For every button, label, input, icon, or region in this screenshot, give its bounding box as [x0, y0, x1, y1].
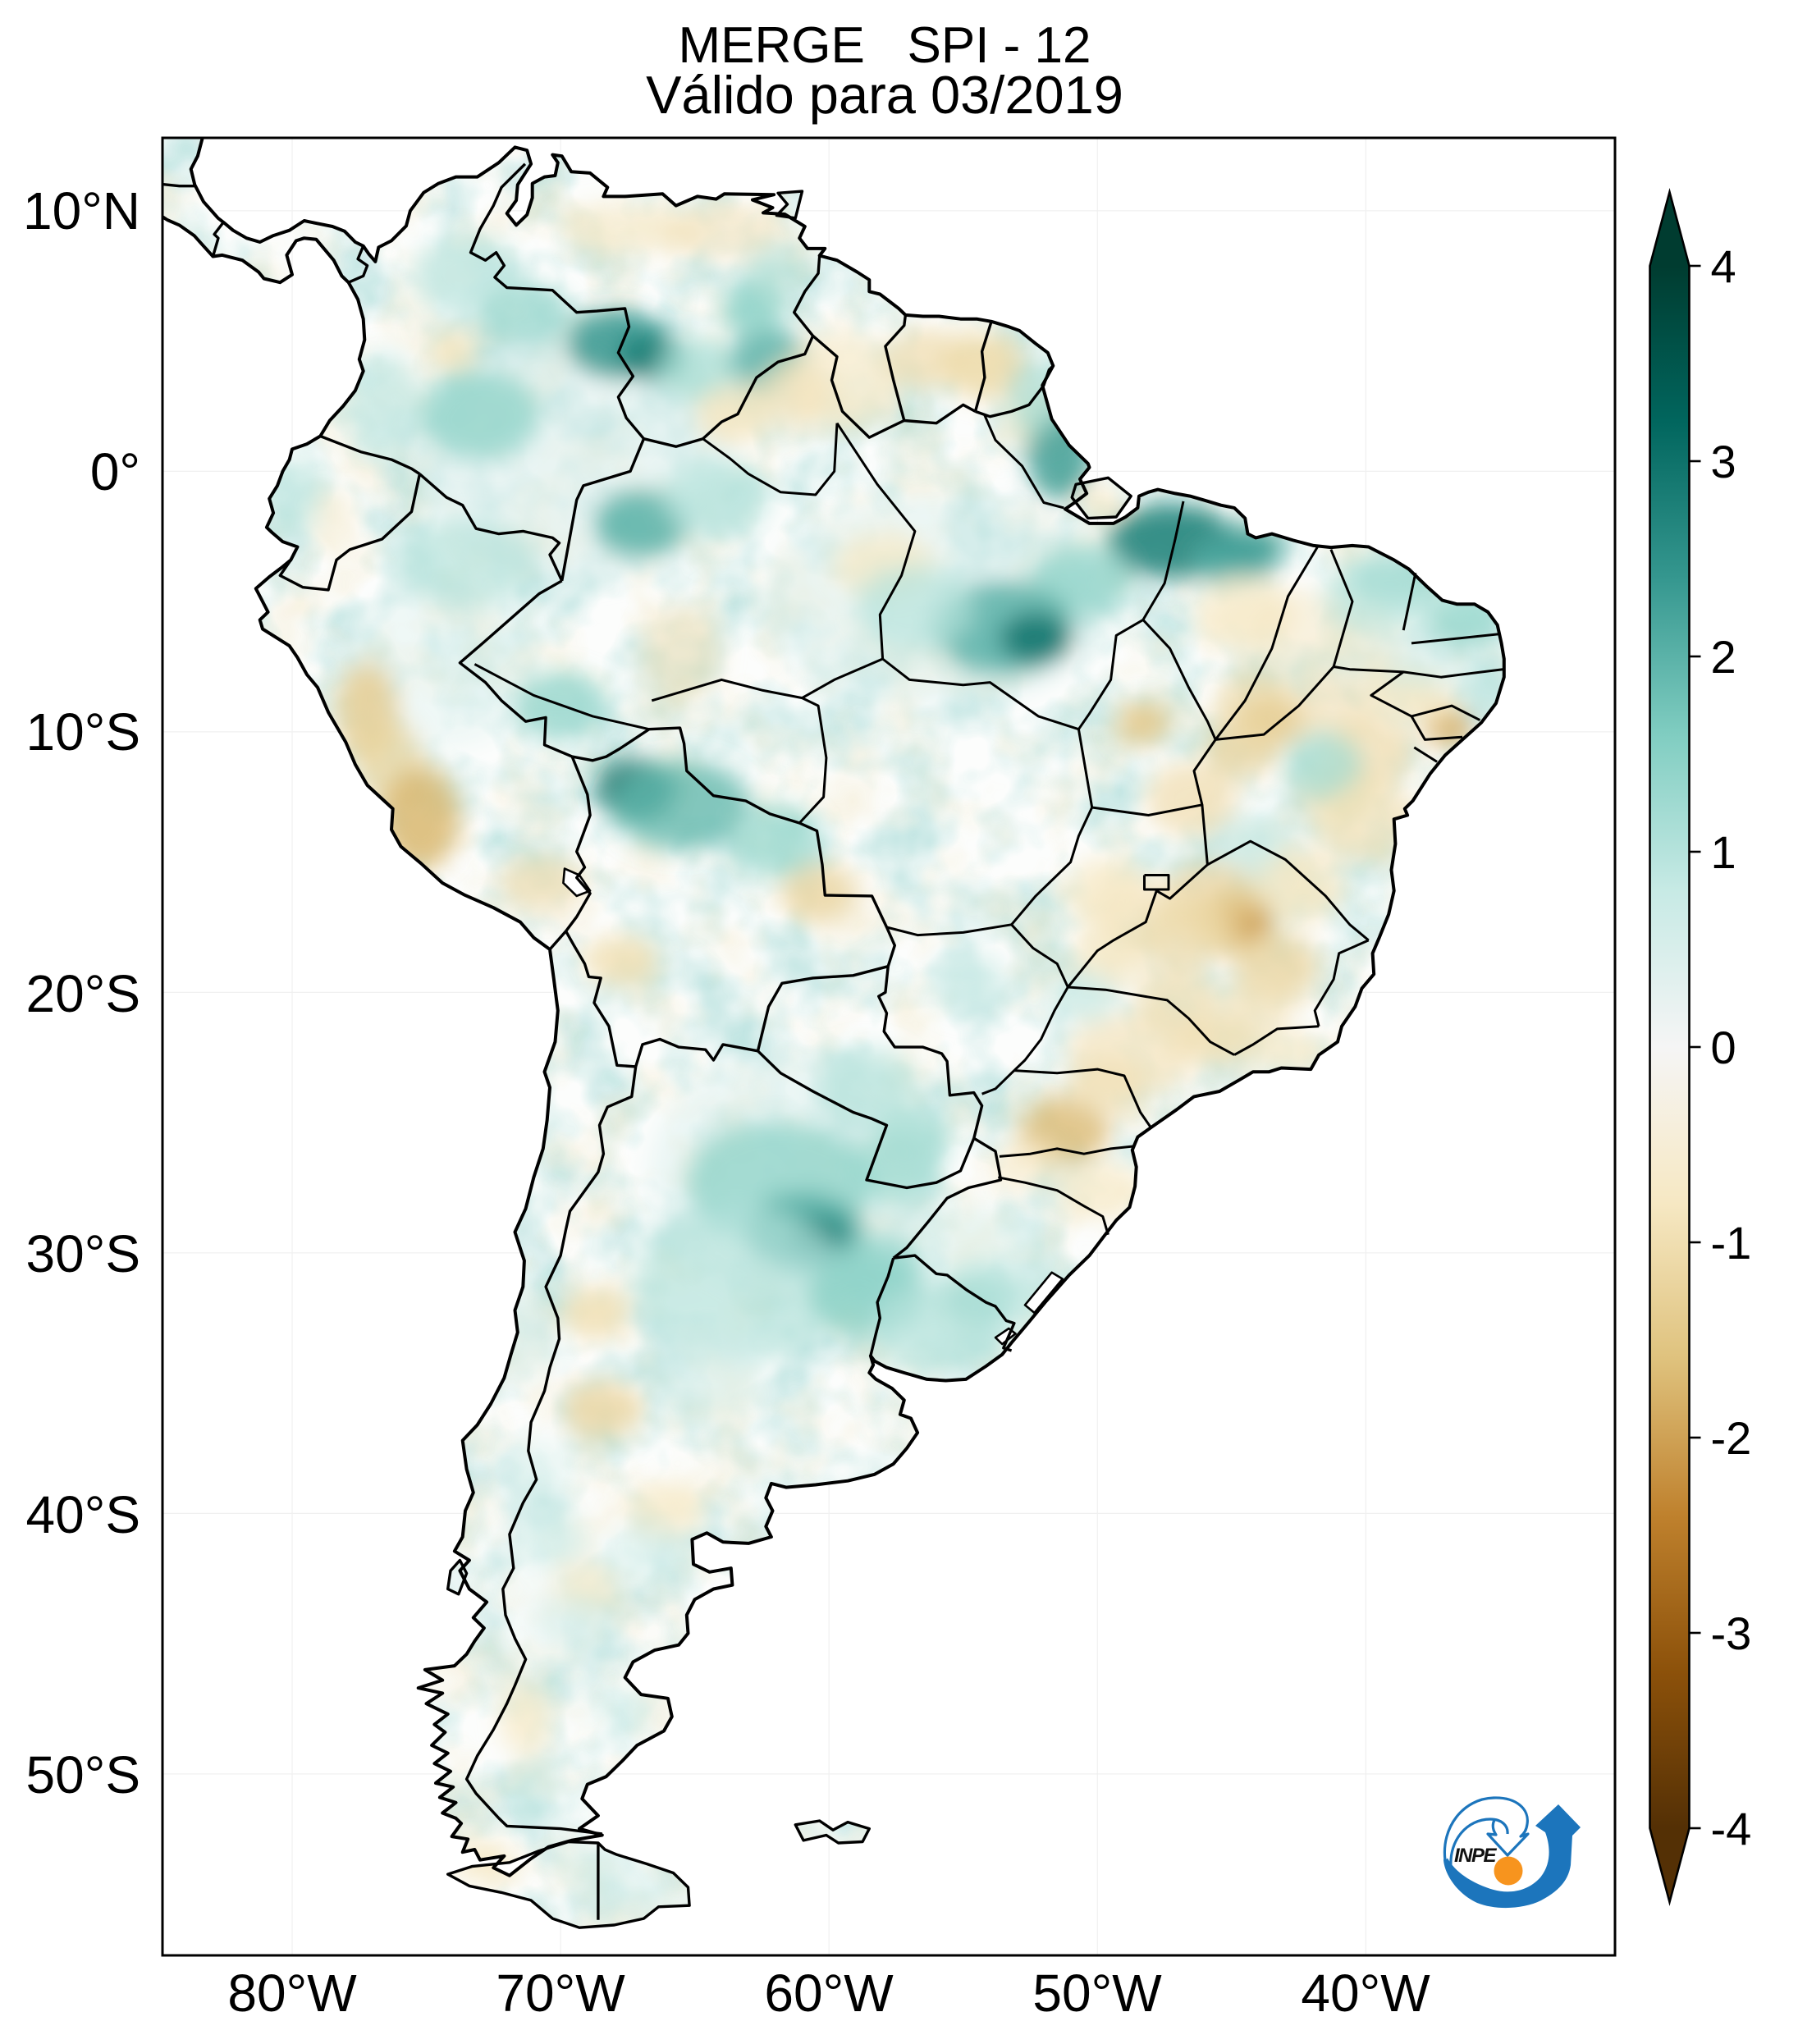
svg-text:0°: 0° — [90, 442, 140, 501]
svg-text:70°W: 70°W — [496, 1964, 625, 2023]
svg-text:40°S: 40°S — [26, 1485, 140, 1544]
svg-text:-4: -4 — [1711, 1803, 1752, 1854]
svg-text:60°W: 60°W — [764, 1964, 894, 2023]
svg-text:0: 0 — [1711, 1022, 1736, 1073]
svg-text:4: 4 — [1711, 240, 1736, 292]
svg-text:30°S: 30°S — [26, 1224, 140, 1283]
svg-text:10°S: 10°S — [26, 702, 140, 761]
svg-text:1: 1 — [1711, 826, 1736, 878]
svg-text:Válido para 03/2019: Válido para 03/2019 — [646, 65, 1123, 125]
svg-text:3: 3 — [1711, 436, 1736, 487]
svg-text:50°W: 50°W — [1032, 1964, 1162, 2023]
svg-text:20°S: 20°S — [26, 964, 140, 1023]
svg-text:50°S: 50°S — [26, 1745, 140, 1804]
svg-text:-1: -1 — [1711, 1217, 1752, 1269]
svg-text:-2: -2 — [1711, 1412, 1752, 1464]
svg-text:-3: -3 — [1711, 1607, 1752, 1659]
svg-text:2: 2 — [1711, 631, 1736, 683]
svg-text:INPE: INPE — [1454, 1845, 1498, 1867]
svg-text:40°W: 40°W — [1301, 1964, 1430, 2023]
svg-text:80°W: 80°W — [227, 1964, 357, 2023]
svg-text:MERGE SPI - 12: MERGE SPI - 12 — [678, 17, 1091, 74]
svg-text:10°N: 10°N — [23, 181, 140, 240]
